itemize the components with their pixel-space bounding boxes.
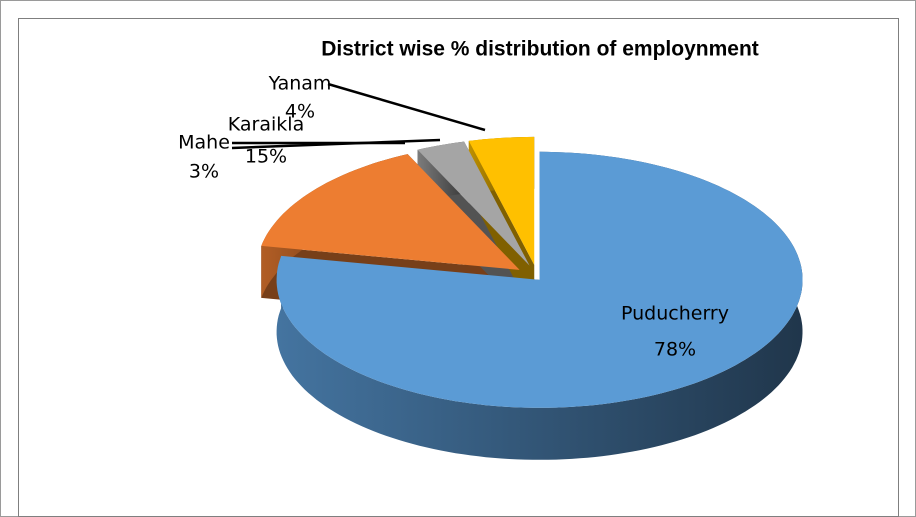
chart-title: District wise % distribution of employnm…	[321, 38, 759, 61]
slice-value-label: 3%	[189, 161, 219, 183]
slice	[468, 136, 535, 265]
slice	[417, 141, 530, 266]
slice	[276, 151, 803, 408]
slice-label: Yanam	[268, 73, 332, 95]
slice	[261, 154, 520, 270]
slice-label: Puducherry	[621, 303, 729, 325]
slice-value-label: 78%	[654, 339, 696, 361]
slice-label: Karaikla	[228, 114, 304, 136]
slice-tops	[261, 136, 803, 408]
leader-line	[327, 82, 486, 132]
slice-label: Mahe	[178, 132, 230, 154]
slice-value-label: 15%	[245, 146, 287, 168]
leader-line	[231, 138, 441, 150]
slice-value-label: 4%	[285, 101, 315, 123]
